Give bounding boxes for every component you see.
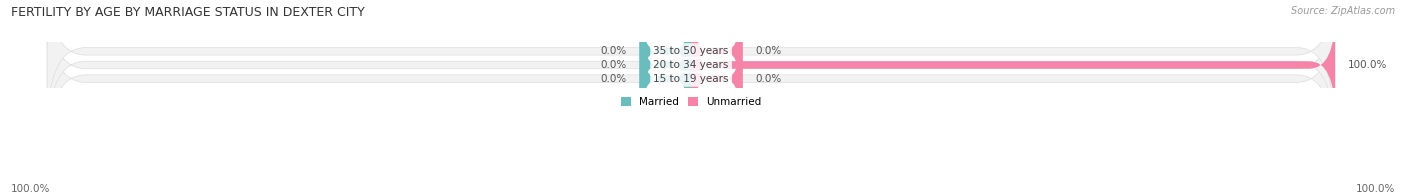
FancyBboxPatch shape [692, 14, 1334, 116]
Legend: Married, Unmarried: Married, Unmarried [620, 97, 762, 107]
Text: Source: ZipAtlas.com: Source: ZipAtlas.com [1291, 6, 1395, 16]
Text: 0.0%: 0.0% [600, 46, 627, 56]
FancyBboxPatch shape [692, 28, 742, 130]
Text: 0.0%: 0.0% [600, 60, 627, 70]
Text: 0.0%: 0.0% [755, 74, 782, 84]
Text: 35 to 50 years: 35 to 50 years [654, 46, 728, 56]
Text: 15 to 19 years: 15 to 19 years [654, 74, 728, 84]
FancyBboxPatch shape [640, 0, 692, 102]
FancyBboxPatch shape [48, 0, 1334, 130]
Text: 100.0%: 100.0% [1348, 60, 1388, 70]
Text: 100.0%: 100.0% [1355, 184, 1395, 194]
FancyBboxPatch shape [692, 0, 742, 102]
Text: 0.0%: 0.0% [600, 74, 627, 84]
Text: 100.0%: 100.0% [11, 184, 51, 194]
FancyBboxPatch shape [640, 14, 692, 116]
FancyBboxPatch shape [48, 0, 1334, 143]
FancyBboxPatch shape [640, 28, 692, 130]
FancyBboxPatch shape [48, 0, 1334, 157]
Text: FERTILITY BY AGE BY MARRIAGE STATUS IN DEXTER CITY: FERTILITY BY AGE BY MARRIAGE STATUS IN D… [11, 6, 366, 19]
Text: 0.0%: 0.0% [755, 46, 782, 56]
Text: 20 to 34 years: 20 to 34 years [654, 60, 728, 70]
